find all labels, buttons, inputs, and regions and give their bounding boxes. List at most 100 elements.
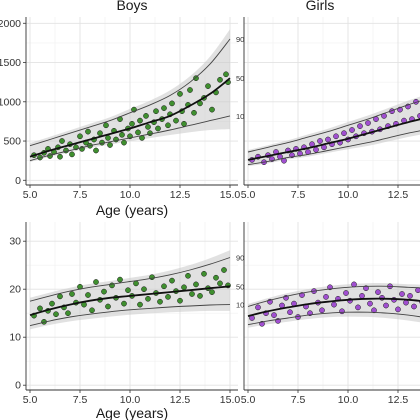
data-point xyxy=(135,129,141,136)
data-point xyxy=(57,293,63,300)
data-point xyxy=(105,303,111,310)
y-tick-label: 1500 xyxy=(0,57,21,69)
data-point xyxy=(57,153,63,160)
data-point xyxy=(399,291,405,297)
centile-label-50: 50 xyxy=(236,74,244,83)
data-point xyxy=(117,276,123,283)
data-point xyxy=(359,293,365,299)
x-tick-label: 5.0 xyxy=(23,394,38,406)
data-point xyxy=(65,310,71,317)
data-point xyxy=(349,127,355,133)
x-tick-label: 10.0 xyxy=(338,394,359,406)
x-tick-label: 5.0 xyxy=(241,394,256,406)
data-point xyxy=(121,139,127,146)
data-point xyxy=(185,272,191,279)
x-tick-label: 7.5 xyxy=(291,394,306,406)
data-point xyxy=(189,291,195,297)
centile-line-50 xyxy=(247,118,420,161)
data-point xyxy=(169,277,175,284)
facet-strip-title: Boys xyxy=(116,0,147,13)
x-tick-label: 15.0 xyxy=(220,189,241,201)
data-point xyxy=(177,91,183,97)
y-tick-label: 20 xyxy=(9,284,21,296)
data-point xyxy=(165,122,171,129)
x-tick-label: 10.0 xyxy=(338,189,359,201)
centile-line-90 xyxy=(29,257,231,302)
data-point xyxy=(407,293,413,299)
x-tick-label: 12.5 xyxy=(170,394,191,406)
panel-bottom-left: 90 50 10 5.0 7.5 10.0 12.5 15.0 0 10 20 30 Age (year… xyxy=(9,222,244,420)
data-point xyxy=(213,274,219,281)
data-point xyxy=(355,304,361,311)
panel-plot-area xyxy=(26,222,238,390)
data-point xyxy=(85,292,91,298)
data-point xyxy=(217,76,223,83)
data-point xyxy=(107,142,113,148)
data-point xyxy=(351,281,357,288)
data-point xyxy=(221,267,227,273)
data-point xyxy=(201,270,207,277)
data-point xyxy=(317,138,323,144)
centile-line-10 xyxy=(29,115,231,162)
data-point xyxy=(191,109,197,116)
x-tick-label: 12.5 xyxy=(170,189,191,201)
x-tick-label: 12.5 xyxy=(388,189,409,201)
data-point xyxy=(177,297,183,304)
centile-line-90 xyxy=(247,285,420,307)
data-point xyxy=(323,294,329,300)
data-point xyxy=(49,300,55,307)
data-point xyxy=(325,136,331,143)
data-point xyxy=(217,280,223,287)
confidence-band xyxy=(30,29,230,163)
data-point xyxy=(121,300,127,307)
data-point xyxy=(63,147,69,154)
panel-plot-area xyxy=(244,222,420,390)
data-point xyxy=(357,123,363,129)
x-axis-title: Age (years) xyxy=(96,202,168,218)
x-tick-label: 10.0 xyxy=(120,394,141,406)
data-point xyxy=(403,299,409,306)
data-point xyxy=(271,312,277,318)
data-point xyxy=(137,301,143,308)
data-point xyxy=(133,280,139,287)
centile-line-50 xyxy=(29,77,231,158)
data-point xyxy=(129,120,135,127)
data-point xyxy=(365,120,371,126)
data-point xyxy=(181,120,187,127)
data-point xyxy=(145,295,151,302)
x-tick-label: 15.0 xyxy=(220,394,241,406)
data-point xyxy=(143,113,149,119)
centile-label-90: 90 xyxy=(236,35,244,44)
data-point xyxy=(101,288,107,295)
data-point xyxy=(193,75,199,82)
y-tick-label: 30 xyxy=(9,236,21,248)
facet-strip-title: Girls xyxy=(306,0,335,13)
data-point xyxy=(119,131,125,138)
data-point xyxy=(169,100,175,107)
data-point xyxy=(141,286,147,293)
x-tick-label: 7.5 xyxy=(291,189,306,201)
data-point xyxy=(69,291,75,297)
data-point xyxy=(155,125,161,132)
x-tick-label: 7.5 xyxy=(73,189,88,201)
data-point xyxy=(209,106,215,113)
data-point xyxy=(297,150,303,157)
centile-line-50 xyxy=(247,297,420,317)
centile-label-50: 50 xyxy=(236,282,244,291)
data-point xyxy=(85,128,91,135)
centile-line-90 xyxy=(247,100,420,153)
data-point xyxy=(223,71,229,78)
data-point xyxy=(161,283,167,290)
y-tick-label: 0 xyxy=(15,380,21,392)
data-point xyxy=(193,281,199,288)
data-point xyxy=(181,284,187,291)
x-tick-label: 12.5 xyxy=(388,394,409,406)
x-tick-label: 10.0 xyxy=(120,189,141,201)
panel-top-left: 90 50 10 Boys 5.0 7.5 10.0 12.5 15.0 0 500 1000 1500… xyxy=(0,0,244,218)
panel-plot-area xyxy=(26,17,238,185)
data-point xyxy=(255,304,261,311)
y-tick-label: 0 xyxy=(15,175,21,187)
data-point xyxy=(173,117,179,124)
x-tick-label: 5.0 xyxy=(241,189,256,201)
